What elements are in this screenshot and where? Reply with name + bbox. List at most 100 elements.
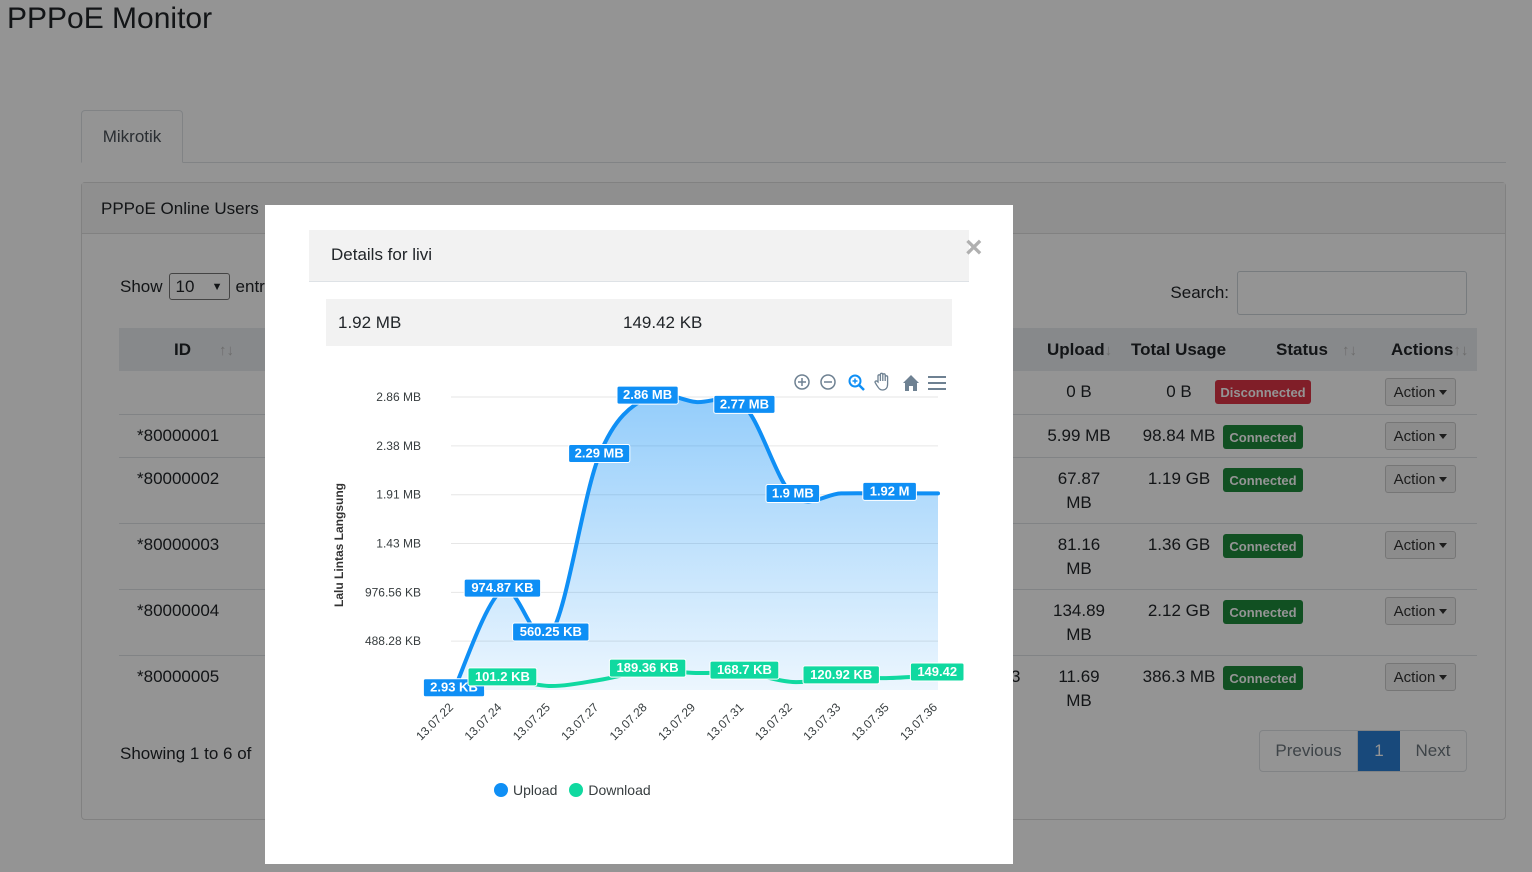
entries-select-value: 10	[175, 276, 195, 296]
legend-label-download: Download	[588, 782, 651, 798]
col-total-usage[interactable]: Total Usage	[1131, 340, 1227, 359]
status-badge: Connected	[1223, 666, 1303, 690]
data-label-box	[713, 394, 776, 414]
tab-bar: Mikrotik	[81, 110, 1506, 163]
y-tick-label: 976.56 KB	[365, 585, 421, 599]
data-label-text: 2.86 MB	[623, 387, 672, 402]
caret-down-icon	[1439, 608, 1448, 614]
total-cell: 1.36 GB	[1147, 535, 1211, 554]
legend-marker-download	[569, 783, 584, 797]
y-tick-label: 2.38 MB	[376, 439, 421, 453]
caret-down-icon	[1439, 433, 1448, 439]
sort-icon: ↑↓	[1341, 342, 1357, 359]
menu-icon[interactable]	[928, 376, 946, 390]
data-label-text: 560.25 KB	[520, 624, 582, 639]
action-button[interactable]: Action	[1385, 465, 1456, 493]
close-icon[interactable]: ×	[965, 231, 983, 264]
table-row: *80000003 81.16 MB 1.36 GB Connected Acti…	[119, 523, 1477, 589]
caret-down-icon	[1439, 674, 1448, 680]
upload-area	[454, 393, 938, 690]
upload-cell: 134.89 MB	[1053, 601, 1105, 644]
total-cell: 386.3 MB	[1142, 667, 1216, 686]
data-label-text: 189.36 KB	[617, 660, 679, 675]
sort-icon: ↑↓	[1453, 342, 1469, 359]
y-tick-label: 1.91 MB	[376, 488, 421, 502]
data-label: 2.93 KB	[422, 678, 486, 698]
col-id[interactable]: ID ↑↓	[174, 340, 234, 359]
search-input[interactable]	[1237, 271, 1467, 315]
legend-marker-upload	[494, 783, 508, 797]
data-label-text: 1.9 MB	[772, 485, 814, 500]
upload-total: 1.92 MB	[338, 313, 402, 332]
table-row: *80000005 3 11.69 MB 386.3 MB Connected A…	[119, 655, 1477, 721]
sort-icon: ↓	[1104, 342, 1113, 359]
data-label-text: 974.87 KB	[471, 580, 533, 595]
zoom-selection-icon[interactable]	[848, 374, 865, 391]
zoom-out-icon[interactable]	[820, 374, 836, 390]
action-button[interactable]: Action	[1385, 597, 1456, 625]
data-label-box	[616, 385, 679, 405]
show-label: Show	[120, 276, 163, 296]
data-label: 2.86 MB	[616, 385, 679, 405]
table-info: Showing 1 to 6 of	[120, 744, 252, 763]
x-tick-label: 13.07.32	[752, 700, 795, 743]
next-button[interactable]: Next	[1415, 741, 1451, 760]
page-title: PPPoE Monitor	[7, 2, 213, 35]
total-cell: 1.19 GB	[1147, 469, 1211, 488]
data-label: 101.2 KB	[467, 667, 538, 687]
id-cell: *80000001	[137, 426, 220, 445]
partial-cell: 3	[1011, 667, 1021, 686]
data-label-box	[608, 658, 687, 678]
page-button[interactable]: 1	[1358, 731, 1400, 771]
previous-button[interactable]: Previous	[1260, 731, 1358, 771]
data-label-box	[909, 662, 965, 682]
entries-select[interactable]: 10 ▼	[168, 273, 230, 300]
search-label: Search:	[1170, 283, 1229, 302]
chart-legend: Upload Download	[494, 782, 651, 798]
action-button[interactable]: Action	[1385, 663, 1456, 691]
data-label-box	[709, 660, 780, 680]
upload-cell: 5.99 MB	[1047, 426, 1111, 445]
col-upload[interactable]: Upload↓	[1047, 340, 1113, 359]
entries-label: entr	[235, 276, 265, 296]
data-label: 120.92 KB	[802, 665, 880, 685]
action-button[interactable]: Action	[1385, 378, 1456, 406]
zoom-in-icon[interactable]	[794, 374, 810, 390]
legend-label-upload: Upload	[513, 782, 558, 798]
data-label-box	[765, 483, 821, 503]
x-tick-label: 13.07.33	[800, 700, 843, 743]
tab-mikrotik[interactable]: Mikrotik	[81, 110, 183, 163]
x-tick-label: 13.07.27	[558, 700, 601, 743]
data-label: 2.29 MB	[568, 444, 631, 464]
data-label-box	[568, 444, 631, 464]
caret-down-icon	[1439, 542, 1448, 548]
status-badge: Connected	[1223, 468, 1303, 492]
pan-hand-icon[interactable]	[874, 372, 889, 391]
col-status[interactable]: Status ↑↓	[1276, 340, 1357, 359]
col-actions[interactable]: Actions↑↓	[1391, 340, 1469, 359]
id-cell: *80000005	[137, 667, 220, 686]
upload-cell: 67.87 MB	[1057, 469, 1101, 512]
data-label-box	[512, 622, 590, 642]
home-icon[interactable]	[903, 375, 919, 391]
action-button[interactable]: Action	[1385, 531, 1456, 559]
caret-down-icon	[1439, 389, 1448, 395]
y-tick-label: 1.43 MB	[376, 537, 421, 551]
action-button[interactable]: Action	[1385, 422, 1456, 450]
data-label-text: 120.92 KB	[810, 667, 872, 682]
legend-download[interactable]: Download	[569, 782, 651, 798]
caret-down-icon	[1439, 476, 1448, 482]
legend-upload[interactable]: Upload	[494, 782, 557, 798]
data-label: 168.7 KB	[709, 660, 780, 680]
table-row: *80000004 134.89 MB 2.12 GB Connected Act…	[119, 589, 1477, 655]
data-label-box	[463, 578, 542, 598]
data-label-text: 2.77 MB	[720, 396, 769, 411]
data-label: 2.77 MB	[713, 394, 776, 414]
table-row: 0 B 0 B Disconnected Action	[119, 371, 1477, 414]
traffic-summary: 1.92 MB 149.42 KB	[326, 299, 952, 346]
y-axis-label: Lalu Lintas Langsung	[332, 483, 346, 607]
search-group: Search:	[1170, 271, 1467, 315]
id-cell: *80000003	[137, 535, 220, 554]
upload-cell: 0 B	[1066, 382, 1092, 401]
traffic-chart: 488.28 KB 976.56 KB 1.43 MB 1.91 MB 2.38 MB 2…	[326, 360, 966, 820]
